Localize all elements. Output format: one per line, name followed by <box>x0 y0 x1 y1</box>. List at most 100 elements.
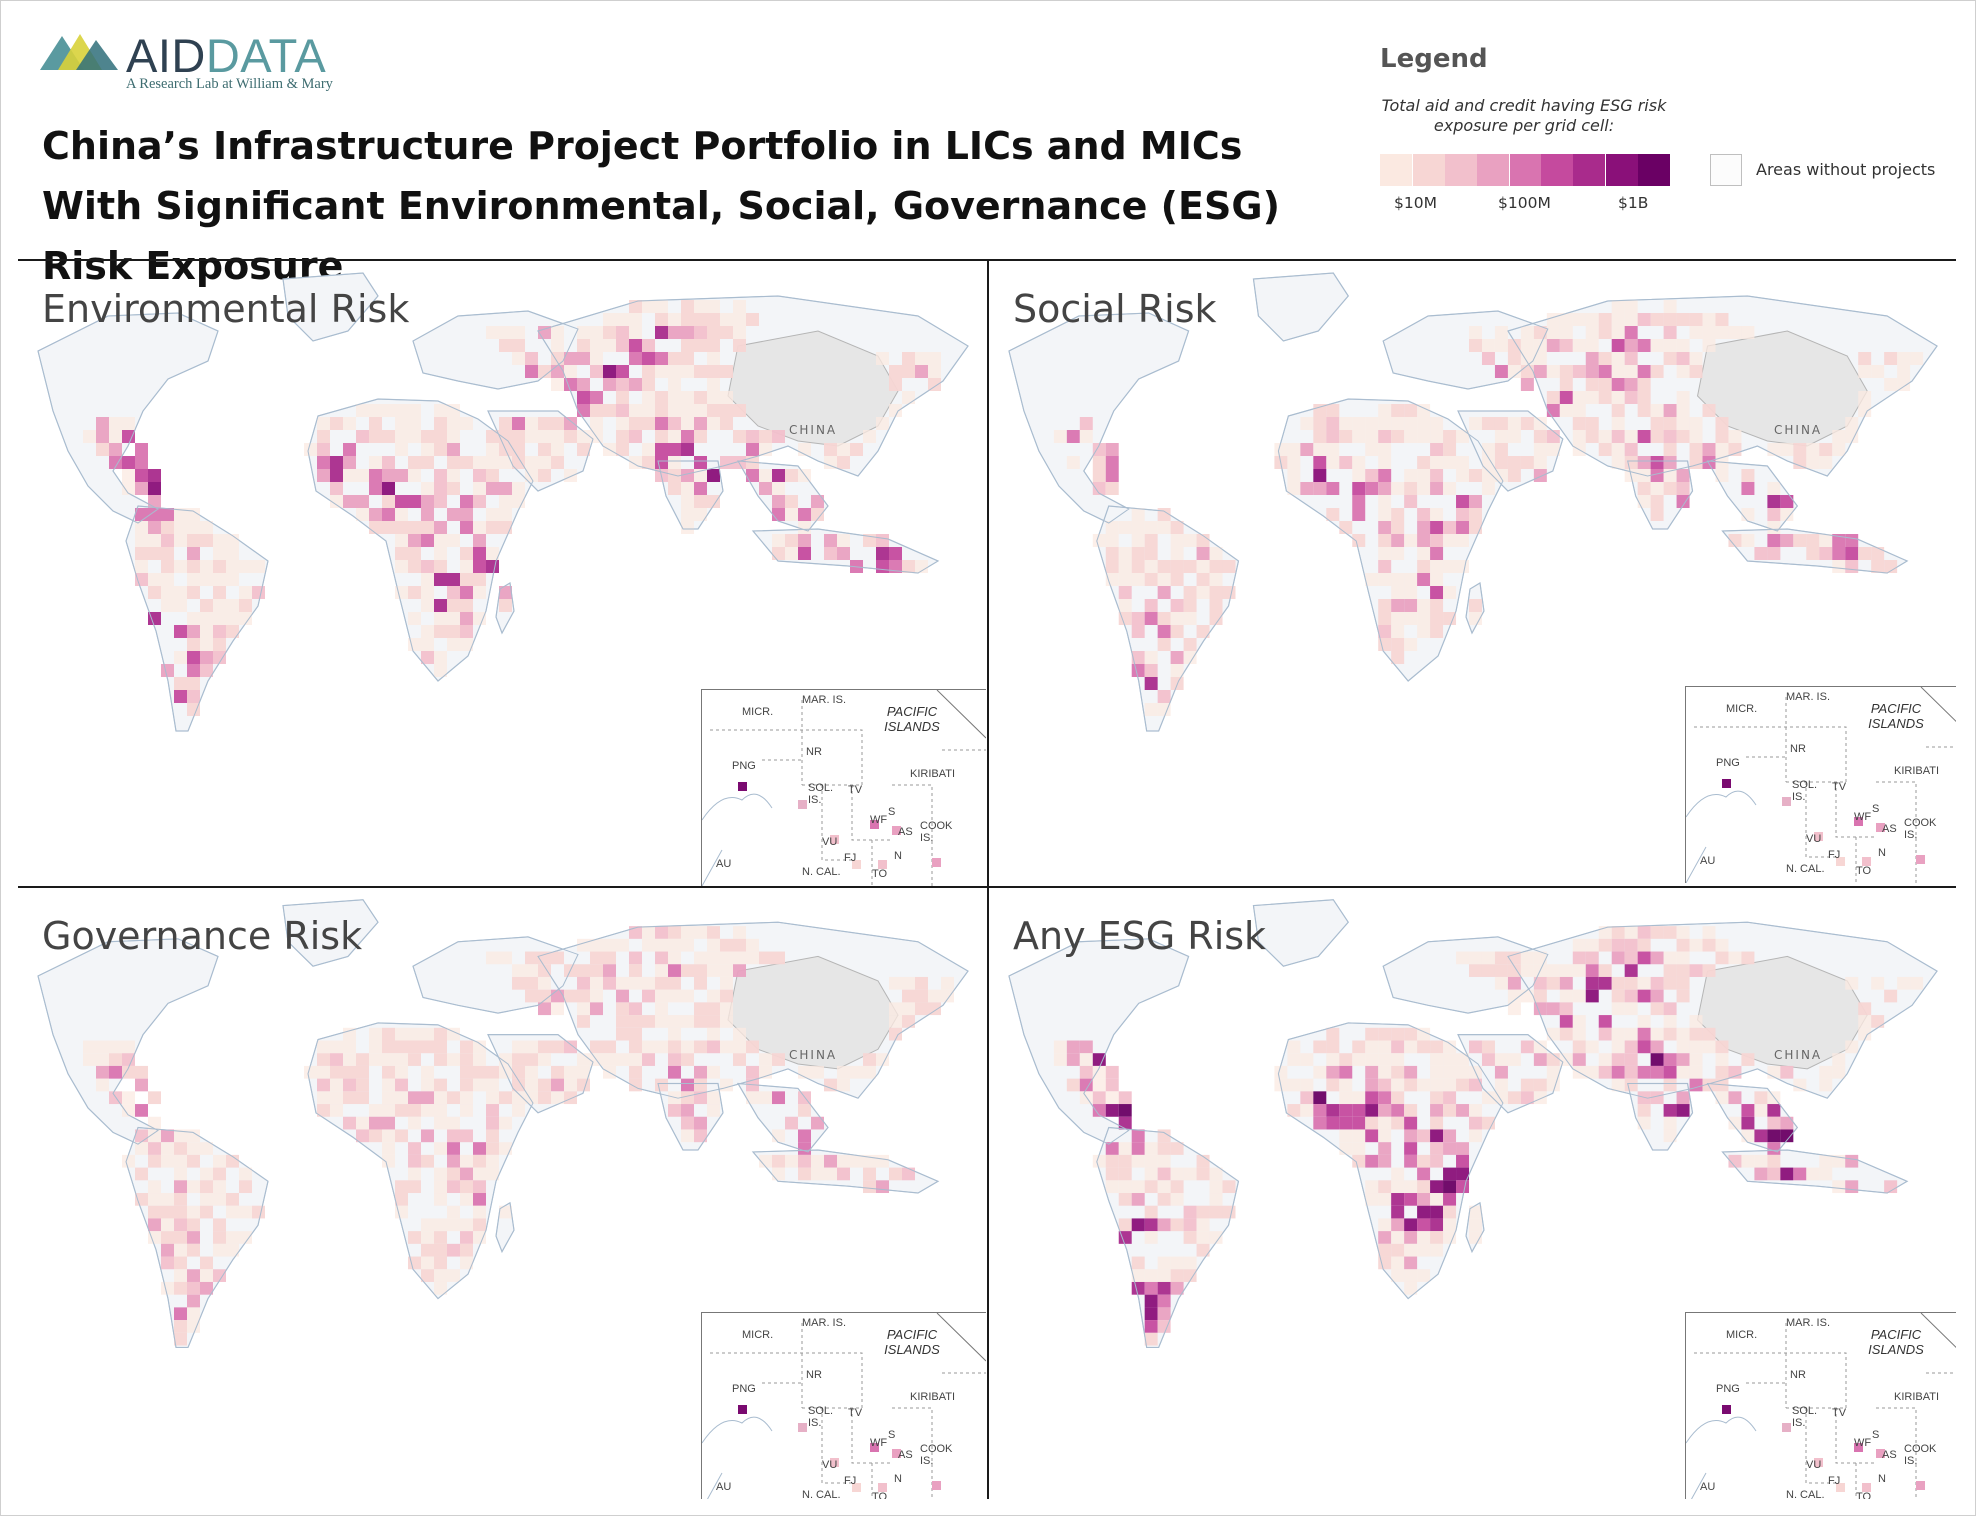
grid-cell <box>1689 430 1703 443</box>
grid-cell <box>1417 456 1431 469</box>
grid-cell <box>1443 1053 1457 1066</box>
grid-cell <box>603 339 616 352</box>
grid-cell <box>1391 1218 1405 1232</box>
grid-cell <box>1443 456 1457 469</box>
grid-cell <box>772 1091 785 1105</box>
grid-cell <box>1443 1104 1457 1117</box>
grid-cell <box>1209 1167 1223 1181</box>
grid-cell <box>408 1053 421 1066</box>
grid-cell <box>525 951 538 965</box>
grid-cell <box>434 1091 447 1105</box>
grid-cell <box>694 1116 707 1130</box>
grid-cell <box>1300 443 1314 456</box>
coastline-south-america <box>125 1126 269 1348</box>
map-panel-any-esg: Any ESG Risk CHINA PACIFIC ISLANDS MICR. M… <box>989 888 1956 1499</box>
grid-cell <box>603 951 616 965</box>
grid-cell <box>1417 417 1431 430</box>
grid-cell <box>174 1205 187 1219</box>
grid-cell <box>694 456 707 469</box>
grid-cell <box>1105 547 1119 560</box>
grid-cell <box>1404 1231 1418 1244</box>
legend-ramp-step <box>1476 154 1509 186</box>
grid-cell <box>1494 1091 1508 1105</box>
grid-cell <box>1702 313 1716 326</box>
legend-scale-label-100m: $100M <box>1498 194 1551 212</box>
grid-cell <box>1715 1065 1729 1079</box>
grid-cell <box>1650 1040 1664 1054</box>
grid-cell <box>1339 1129 1353 1143</box>
grid-cell <box>421 625 434 638</box>
inset-grid-cell <box>852 860 861 869</box>
grid-cell <box>434 417 447 430</box>
grid-cell <box>174 534 187 547</box>
grid-cell <box>1585 417 1599 430</box>
grid-cell <box>525 1065 538 1079</box>
grid-cell <box>616 1027 629 1041</box>
grid-cell <box>226 560 239 573</box>
grid-cell <box>486 951 499 965</box>
grid-cell <box>915 560 928 573</box>
grid-cell <box>122 469 135 482</box>
grid-cell <box>1624 938 1638 952</box>
grid-cell <box>1378 599 1392 612</box>
grid-cell <box>525 989 538 1003</box>
grid-cell <box>239 560 252 573</box>
grid-cell <box>434 534 447 547</box>
grid-cell <box>1585 339 1599 352</box>
grid-cell <box>616 417 629 430</box>
grid-cell <box>473 456 486 469</box>
grid-cell <box>473 1205 486 1219</box>
grid-cell <box>1417 1180 1431 1194</box>
grid-cell <box>577 938 590 952</box>
grid-cell <box>447 508 460 521</box>
grid-cell <box>1144 547 1158 560</box>
inset-boundary <box>851 785 892 841</box>
coastline-southeast-asia <box>1706 460 1798 532</box>
inset-label: S <box>1872 803 1880 815</box>
grid-cells <box>1053 926 1924 1346</box>
grid-cell <box>1105 456 1119 469</box>
grid-cell <box>408 560 421 573</box>
grid-cell <box>681 404 694 417</box>
grid-cell <box>408 547 421 560</box>
grid-cell <box>681 1015 694 1028</box>
grid-cell <box>1209 560 1223 573</box>
grid-cell <box>1624 1053 1638 1066</box>
grid-cell <box>1533 365 1547 378</box>
grid-cell <box>642 926 655 939</box>
grid-cell <box>408 1116 421 1130</box>
landmass-greenland <box>1252 272 1350 342</box>
grid-cell <box>187 586 200 599</box>
grid-cell <box>135 1104 148 1117</box>
grid-cell <box>1715 951 1729 965</box>
grid-cell <box>1702 404 1716 417</box>
grid-cell <box>1832 1065 1846 1079</box>
grid-cell <box>200 573 213 586</box>
coastline-north-america <box>37 938 219 1145</box>
grid-cell <box>1689 443 1703 456</box>
grid-cell <box>135 521 148 534</box>
grid-cell <box>1313 1116 1327 1130</box>
grid-cell <box>1326 404 1340 417</box>
grid-cell <box>1741 508 1755 521</box>
grid-cell <box>681 365 694 378</box>
grid-cell <box>1352 1129 1366 1143</box>
grid-cell <box>473 482 486 495</box>
grid-cell <box>83 1040 96 1054</box>
grid-cell <box>135 1142 148 1155</box>
grid-cell <box>1611 1053 1625 1066</box>
grid-cell <box>1131 625 1145 638</box>
grid-cell <box>1676 1040 1690 1054</box>
grid-cell <box>889 976 902 990</box>
grid-cell <box>668 938 681 952</box>
grid-cell <box>1417 1205 1431 1219</box>
grid-cell <box>1611 404 1625 417</box>
grid-cell <box>629 1027 642 1041</box>
grid-cell <box>1494 339 1508 352</box>
grid-cell <box>200 612 213 625</box>
grid-cell <box>1404 586 1418 599</box>
grid-cell <box>499 456 512 469</box>
grid-cell <box>1663 300 1677 313</box>
grid-cell <box>499 495 512 508</box>
grid-cell <box>1663 443 1677 456</box>
